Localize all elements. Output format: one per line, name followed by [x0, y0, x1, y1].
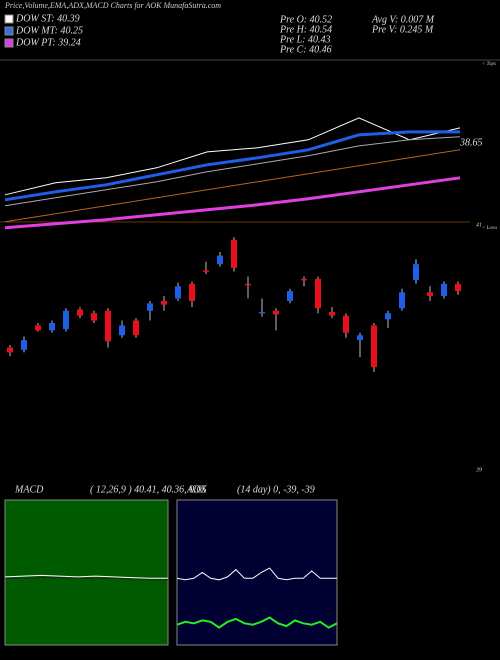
- series-line: [176, 616, 338, 629]
- series-line: [4, 176, 461, 230]
- candle-body: [133, 320, 139, 336]
- candle-body: [259, 311, 265, 314]
- candle-body: [273, 310, 279, 315]
- candle-body: [343, 315, 349, 333]
- candle-body: [217, 255, 223, 265]
- candle-body: [147, 303, 153, 311]
- candle-body: [203, 270, 209, 272]
- y-tick-label: 41: [476, 221, 482, 228]
- y-tick-label: 39: [475, 467, 482, 473]
- page-title: Price,Volume,EMA,ADX,MACD Charts for AOK…: [4, 1, 221, 10]
- lows-label: < Lows: [482, 226, 497, 231]
- legend-swatch: [4, 14, 14, 24]
- candle-body: [231, 239, 237, 268]
- price-info: Pre O: 40.52: [279, 14, 332, 25]
- series-line: [4, 149, 461, 223]
- price-info: Pre V: 0.245 M: [371, 24, 434, 35]
- legend-label: DOW ST: 40.39: [15, 13, 80, 24]
- candle-body: [7, 347, 13, 353]
- price-info: Pre H: 40.54: [279, 24, 332, 35]
- candle-body: [385, 313, 391, 320]
- legend-label: DOW PT: 39.24: [15, 37, 81, 48]
- series-line: [4, 117, 461, 196]
- price-info: Avg V: 0.007 M: [371, 14, 435, 25]
- tops-label: < Tops: [482, 62, 496, 67]
- candle-body: [287, 291, 293, 301]
- price-info: Pre L: 40.43: [279, 34, 330, 45]
- candle-body: [455, 283, 461, 292]
- candle-body: [427, 292, 433, 297]
- candle-body: [301, 278, 307, 281]
- candle-body: [63, 310, 69, 330]
- series-line: [4, 130, 460, 202]
- candle-body: [21, 340, 27, 350]
- panel-title: ADX: [186, 484, 207, 495]
- legend-label: DOW MT: 40.25: [15, 25, 83, 36]
- candle-body: [105, 310, 111, 342]
- candle-body: [189, 283, 195, 301]
- candle-body: [399, 292, 405, 309]
- price-annotation: 38.65: [459, 137, 483, 148]
- panel-title: MACD: [14, 484, 44, 495]
- series-line: [4, 136, 461, 207]
- series-line: [176, 567, 337, 581]
- candle-body: [119, 325, 125, 336]
- legend-swatch: [4, 38, 14, 48]
- legend-swatch: [4, 26, 14, 36]
- panel-subtitle: ( 12,26,9 ) 40.41, 40.36, 0.05: [90, 484, 207, 495]
- candle-body: [175, 286, 181, 299]
- candle-body: [413, 264, 419, 281]
- candle-body: [77, 309, 83, 316]
- candle-body: [91, 313, 97, 321]
- candle-body: [161, 300, 167, 305]
- candle-body: [329, 311, 335, 316]
- candle-body: [357, 335, 363, 341]
- price-info: Pre C: 40.46: [279, 44, 332, 55]
- series-line: [5, 577, 168, 581]
- panel-background: [4, 499, 169, 646]
- candle-body: [49, 323, 55, 331]
- candle-body: [245, 283, 251, 286]
- panel-subtitle: (14 day) 0, -39, -39: [237, 484, 315, 495]
- candle-body: [441, 283, 447, 297]
- series-line: [4, 574, 168, 579]
- candle-body: [35, 325, 41, 331]
- candle-body: [315, 278, 321, 309]
- candle-body: [371, 325, 377, 368]
